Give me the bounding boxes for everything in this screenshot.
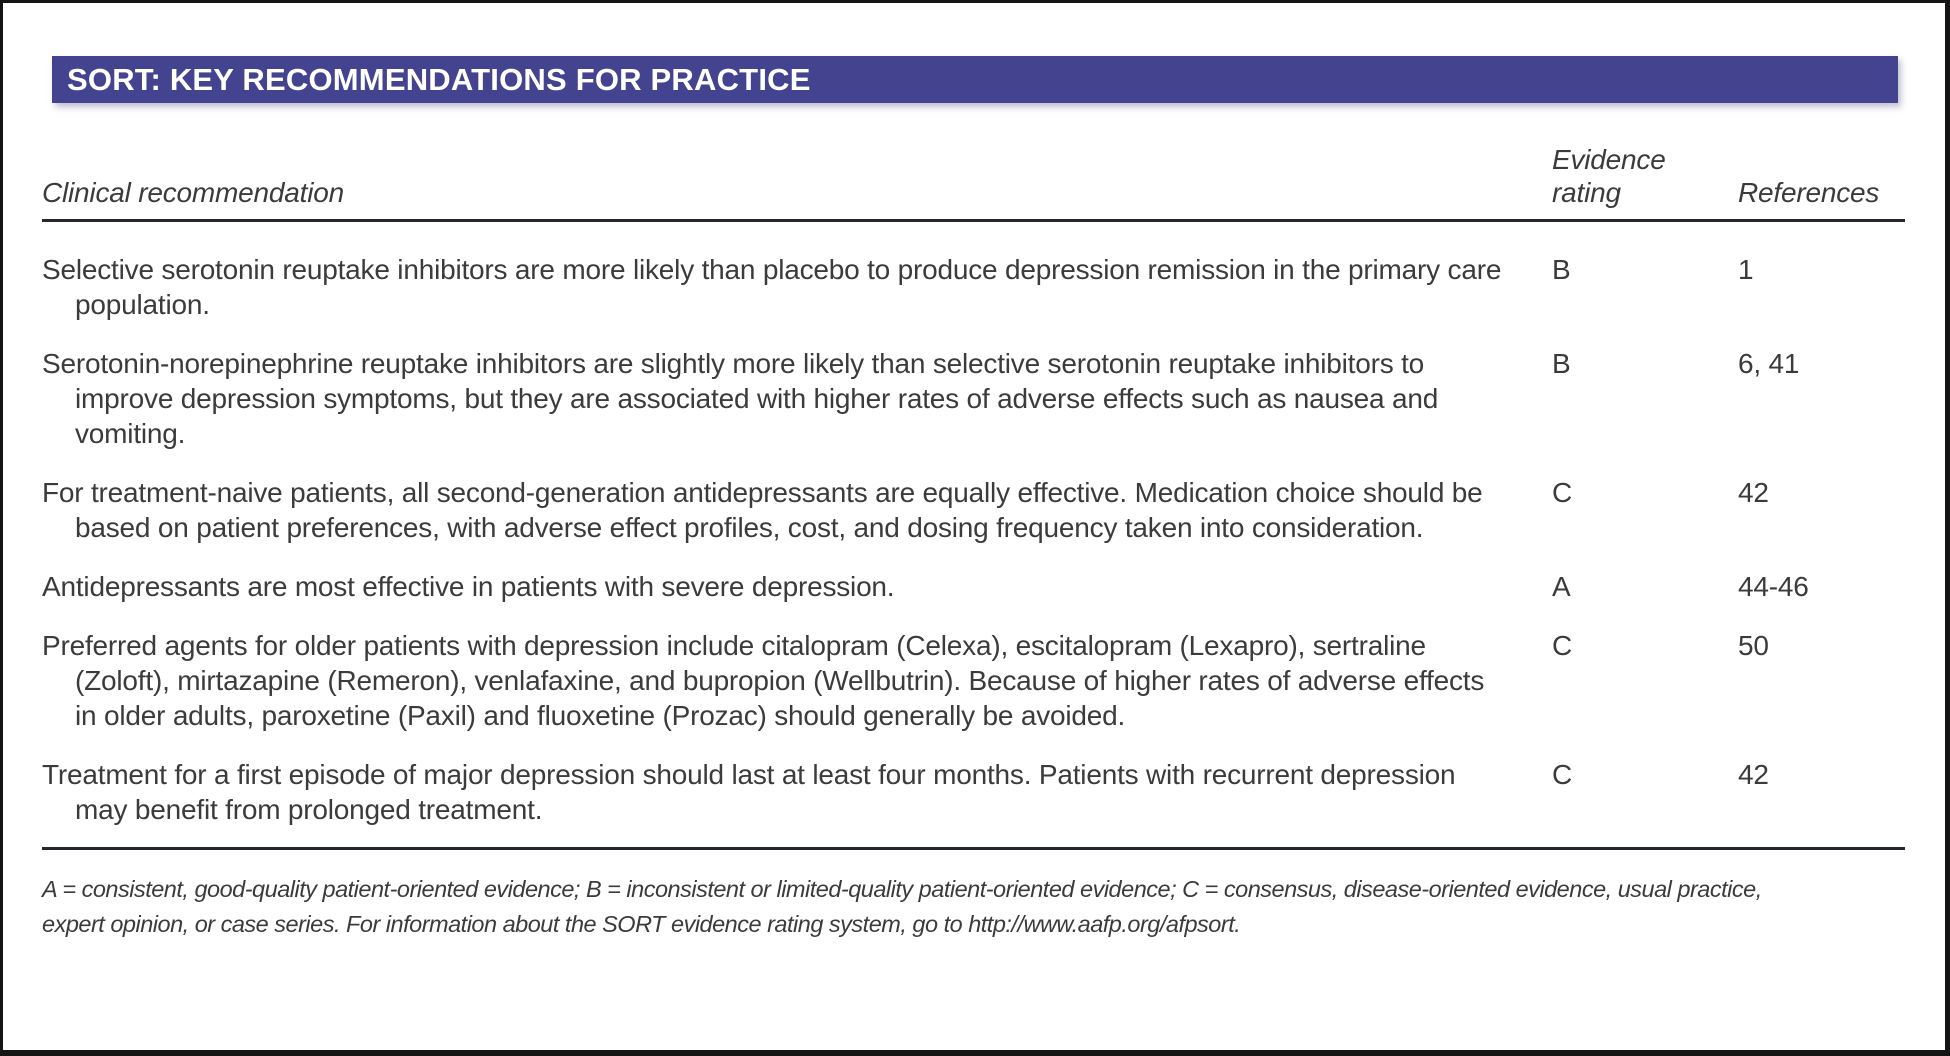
table-row: Selective serotonin reuptake inhibitors … [42, 252, 1905, 322]
cell-evidence-rating: A [1552, 571, 1571, 602]
cell-references: 42 [1738, 759, 1769, 790]
footnote-line-2: expert opinion, or case series. For info… [42, 911, 1241, 937]
table-row: Serotonin-norepinephrine reuptake inhibi… [42, 346, 1905, 451]
table-title-bar: SORT: KEY RECOMMENDATIONS FOR PRACTICE [52, 56, 1898, 103]
cell-references: 1 [1738, 254, 1754, 285]
cell-recommendation: Serotonin-norepinephrine reuptake inhibi… [42, 348, 1439, 449]
cell-references: 6, 41 [1738, 348, 1800, 379]
cell-evidence-rating: C [1552, 477, 1573, 508]
cell-evidence-rating: C [1552, 759, 1573, 790]
cell-recommendation: For treatment-naive patients, all second… [42, 477, 1483, 543]
table-row: Preferred agents for older patients with… [42, 628, 1905, 733]
column-header-evidence-rating: Evidence rating [1552, 144, 1666, 208]
figure-content: SORT: KEY RECOMMENDATIONS FOR PRACTICE C… [3, 56, 1945, 942]
table-footnote: A = consistent, good-quality patient-ori… [42, 872, 1945, 942]
column-header-references: References [1738, 177, 1880, 208]
cell-recommendation: Treatment for a first episode of major d… [42, 759, 1456, 825]
footnote-line-1: A = consistent, good-quality patient-ori… [42, 876, 1762, 902]
cell-recommendation: Antidepressants are most effective in pa… [42, 571, 895, 602]
cell-recommendation: Preferred agents for older patients with… [42, 630, 1485, 731]
table-row: Treatment for a first episode of major d… [42, 757, 1905, 827]
cell-evidence-rating: B [1552, 348, 1571, 379]
cell-references: 50 [1738, 630, 1769, 661]
table-title: SORT: KEY RECOMMENDATIONS FOR PRACTICE [67, 61, 811, 97]
table-row: For treatment-naive patients, all second… [42, 475, 1905, 545]
cell-evidence-rating: B [1552, 254, 1571, 285]
cell-references: 44-46 [1738, 571, 1809, 602]
cell-recommendation: Selective serotonin reuptake inhibitors … [42, 254, 1502, 320]
table-body: Selective serotonin reuptake inhibitors … [42, 222, 1905, 850]
table-row: Antidepressants are most effective in pa… [42, 569, 1905, 604]
column-header-clinical-recommendation: Clinical recommendation [42, 177, 344, 208]
cell-references: 42 [1738, 477, 1769, 508]
cell-evidence-rating: C [1552, 630, 1573, 661]
table-header-row: Clinical recommendation Evidence rating … [42, 103, 1905, 222]
